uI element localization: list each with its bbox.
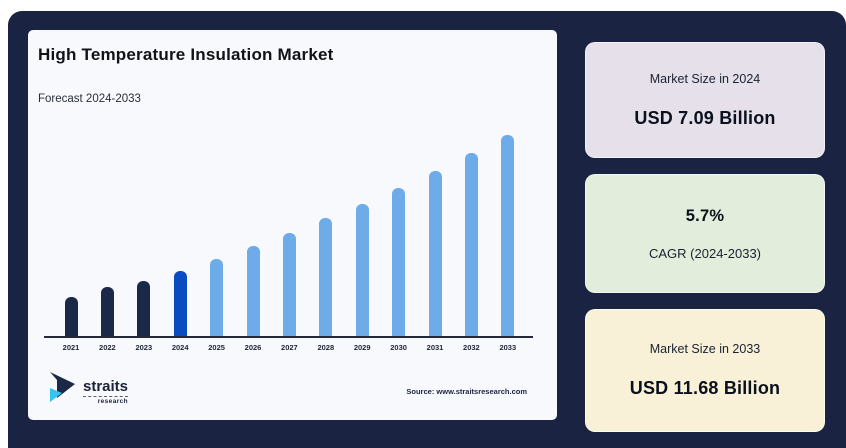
cagr-card: 5.7% CAGR (2024-2033) xyxy=(585,174,825,293)
bar-2028 xyxy=(319,218,333,336)
bar-2021 xyxy=(64,297,78,336)
card-value: USD 11.68 Billion xyxy=(629,378,781,398)
straits-arrow-icon xyxy=(48,372,78,411)
logo-name: straits xyxy=(83,377,129,397)
x-tick-2025: 2025 xyxy=(208,343,225,352)
chart-title: High Temperature Insulation Market xyxy=(38,45,334,64)
logo-wordmark: straits research xyxy=(83,377,129,405)
card-value: 5.7% xyxy=(685,206,725,225)
x-tick-2023: 2023 xyxy=(135,343,153,352)
bar-2026 xyxy=(246,246,260,336)
card-label: CAGR (2024-2033) xyxy=(649,245,761,261)
chart-panel: High Temperature Insulation Market Forec… xyxy=(28,30,557,420)
x-tick-2032: 2032 xyxy=(463,343,480,352)
x-tick-2031: 2031 xyxy=(426,343,444,352)
bar-2029 xyxy=(355,204,369,336)
x-tick-2024: 2024 xyxy=(171,343,189,352)
bar-2025 xyxy=(210,259,224,336)
bar-2032 xyxy=(464,153,478,336)
market-size-2033-card: Market Size in 2033 USD 11.68 Billion xyxy=(585,309,825,432)
card-label: Market Size in 2033 xyxy=(649,342,761,356)
straits-research-logo: straits research xyxy=(48,372,129,411)
chart-subtitle: Forecast 2024-2033 xyxy=(38,93,141,105)
infographic-frame: High Temperature Insulation Market Forec… xyxy=(8,11,846,448)
bar-2033 xyxy=(501,135,515,336)
bar-2030 xyxy=(392,188,406,336)
x-tick-2030: 2030 xyxy=(390,343,407,352)
bar-2022 xyxy=(100,287,114,336)
source-attribution: Source: www.straitsresearch.com xyxy=(406,387,527,396)
bar-2031 xyxy=(428,171,442,336)
card-label: Market Size in 2024 xyxy=(649,71,761,86)
bar-2027 xyxy=(282,233,296,336)
bar-2023 xyxy=(137,281,151,336)
card-value: USD 7.09 Billion xyxy=(634,107,776,128)
x-tick-2028: 2028 xyxy=(317,343,335,352)
logo-subtext: research xyxy=(97,397,129,405)
x-tick-2027: 2027 xyxy=(281,343,298,352)
bar-2024 xyxy=(173,271,187,336)
x-tick-2022: 2022 xyxy=(99,343,116,352)
x-tick-2026: 2026 xyxy=(244,343,262,352)
x-tick-2021: 2021 xyxy=(62,343,80,352)
x-tick-2033: 2033 xyxy=(499,343,517,352)
plot-area: 2021 2022 2023 2024 2025 2026 2027 2028 2029 2030… xyxy=(44,124,533,352)
x-tick-2029: 2029 xyxy=(353,343,371,352)
market-size-2024-card: Market Size in 2024 USD 7.09 Billion xyxy=(585,42,825,158)
